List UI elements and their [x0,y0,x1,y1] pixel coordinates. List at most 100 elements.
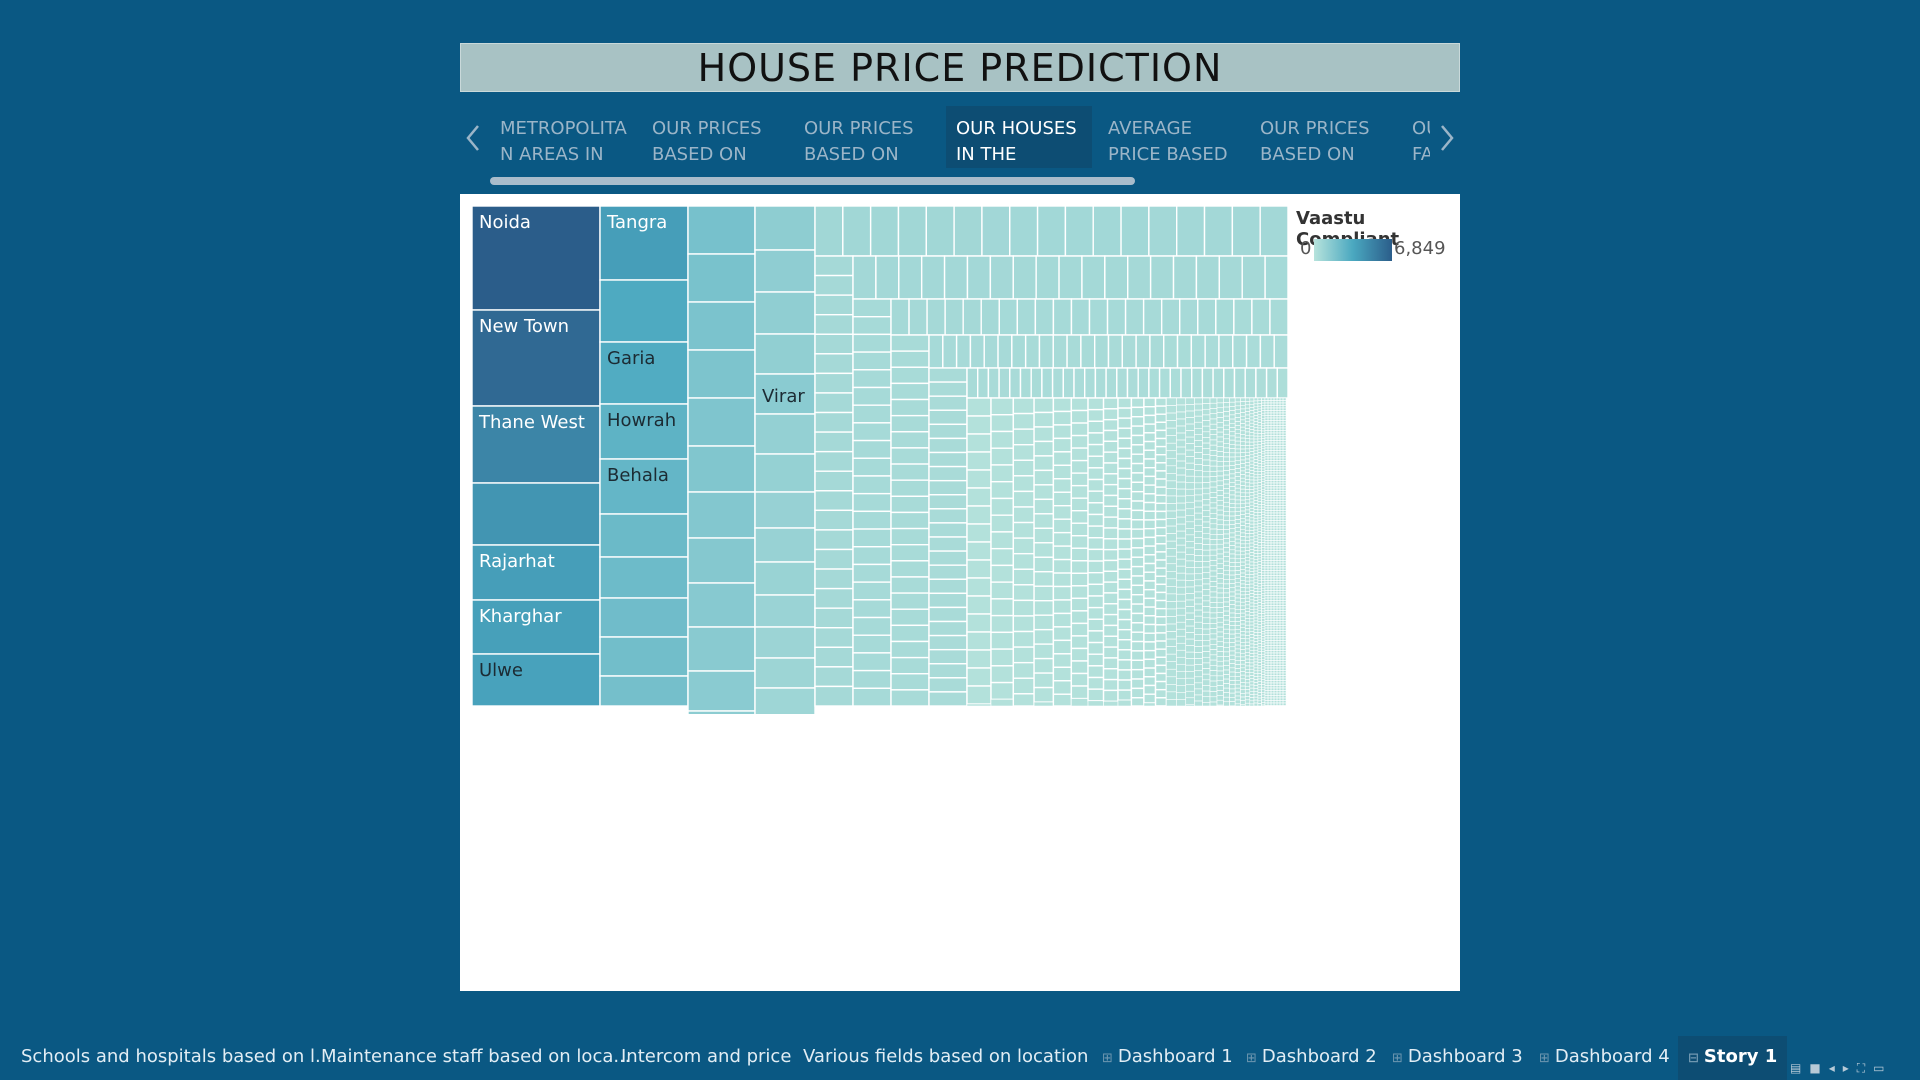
treemap-cell[interactable] [1279,542,1284,546]
treemap-cell[interactable] [1166,412,1177,421]
treemap-cell[interactable] [1229,684,1236,690]
treemap-cell[interactable] [1270,692,1275,696]
treemap-cell[interactable] [1244,611,1251,616]
treemap-cell[interactable] [1279,495,1284,499]
treemap-cell[interactable] [1279,660,1284,664]
treemap-cell[interactable] [1143,501,1157,512]
treemap-cell[interactable] [1185,430,1195,438]
treemap-cell[interactable] [1270,642,1275,646]
treemap-cell[interactable] [1130,416,1145,427]
treemap-cell[interactable] [1257,484,1262,489]
treemap-cell[interactable] [1103,700,1119,707]
treemap-cell[interactable] [1244,468,1251,473]
treemap-cell[interactable] [1279,402,1284,406]
treemap-cell[interactable] [1253,429,1259,434]
treemap-cell[interactable] [1229,414,1236,420]
treemap-cell[interactable] [966,703,992,707]
treemap-cell[interactable] [1249,697,1255,702]
treemap-cell[interactable] [1229,616,1236,622]
treemap-cell[interactable] [1261,423,1266,427]
treemap-cell[interactable] [1229,600,1236,605]
treemap-cell[interactable] [1194,688,1203,696]
treemap-cell[interactable] [1257,667,1262,672]
treemap-cell[interactable] [1257,583,1262,587]
treemap-cell[interactable] [1261,473,1266,477]
treemap-cell[interactable] [1261,400,1266,404]
treemap-cell[interactable] [1070,535,1089,549]
treemap-cell[interactable] [1279,432,1284,436]
treemap-cell[interactable] [1194,579,1203,587]
treemap-cell[interactable] [1202,600,1211,607]
treemap-cell[interactable] [1273,660,1278,664]
treemap-cell[interactable] [898,255,923,300]
treemap-cell[interactable] [1202,544,1211,551]
treemap-cell[interactable] [1264,442,1269,446]
treemap-cell[interactable] [1240,434,1246,439]
treemap-cell[interactable] [1052,572,1073,588]
treemap-cell[interactable] [1264,675,1269,679]
treemap-cell[interactable] [1176,530,1187,539]
treemap-cell[interactable] [1273,695,1278,699]
treemap-cell[interactable] [1279,590,1284,594]
treemap-cell[interactable] [1261,641,1266,645]
treemap-cell[interactable] [1240,693,1246,698]
treemap-cell[interactable] [1052,612,1073,628]
treemap-cell[interactable] [1270,662,1275,666]
treemap-cell[interactable] [1185,482,1195,490]
treemap-cell[interactable] [1253,415,1259,419]
treemap-cell[interactable] [1223,452,1230,458]
treemap-cell[interactable] [1202,685,1211,692]
treemap-cell[interactable] [599,597,689,638]
treemap-cell[interactable] [1092,205,1122,257]
treemap-cell[interactable] [1264,492,1269,496]
treemap-cell[interactable] [1202,437,1211,444]
treemap-cell[interactable] [925,205,955,257]
treemap-cell[interactable] [1209,507,1218,514]
treemap-cell[interactable] [1102,613,1119,627]
treemap-cell[interactable] [1273,450,1278,454]
treemap-cell[interactable] [1216,646,1224,652]
treemap-cell[interactable] [1216,456,1224,462]
treemap-cell[interactable] [1202,510,1211,517]
treemap-cell[interactable] [1052,518,1073,534]
treemap-cell[interactable] [1240,521,1246,526]
treemap-cell[interactable] [1264,527,1269,531]
treemap-cell[interactable] [1202,470,1211,478]
treemap-cell[interactable] [1253,591,1259,595]
treemap-cell[interactable] [1276,477,1281,481]
treemap-cell[interactable] [1267,405,1272,409]
treemap-cell[interactable] [1276,600,1281,604]
treemap-cell[interactable] [687,710,756,714]
treemap-cell[interactable] [1154,397,1168,407]
treemap-cell[interactable] [1279,467,1284,471]
treemap-cell[interactable] [1264,702,1269,706]
story-point-1[interactable]: METROPOLITA N AREAS IN [490,106,636,168]
treemap-cell[interactable] [1249,438,1255,443]
treemap-cell[interactable] [1154,462,1168,472]
treemap-cell[interactable] [1257,585,1262,590]
treemap-cell[interactable] [1264,495,1269,499]
treemap-cell[interactable] [1270,657,1275,661]
treemap-cell[interactable] [1244,533,1251,538]
treemap-cell[interactable] [928,423,968,440]
treemap-cell[interactable] [1267,470,1272,474]
treemap-cell[interactable] [1261,522,1266,526]
treemap-cell[interactable] [1194,470,1203,478]
treemap-cell[interactable] [1244,624,1251,629]
treemap-cell[interactable] [1276,485,1281,489]
treemap-cell[interactable] [1276,662,1281,666]
dashboard-tab-4[interactable]: ⊞ Dashboard 4 [1539,1036,1670,1080]
treemap-cell[interactable] [1257,517,1262,522]
treemap-cell[interactable] [1270,582,1275,586]
treemap-cell[interactable] [1176,460,1187,469]
treemap-cell[interactable] [1253,453,1259,457]
treemap-cell[interactable] [1216,612,1224,618]
treemap-cell[interactable] [1166,465,1177,474]
treemap-cell[interactable] [1261,428,1266,432]
treemap-cell[interactable] [1253,644,1259,648]
treemap-cell[interactable] [955,334,972,369]
treemap-cell[interactable] [1273,645,1278,649]
treemap-cell[interactable] [1081,255,1106,300]
treemap-cell[interactable] [1264,615,1269,619]
treemap-cell[interactable] [687,253,756,303]
